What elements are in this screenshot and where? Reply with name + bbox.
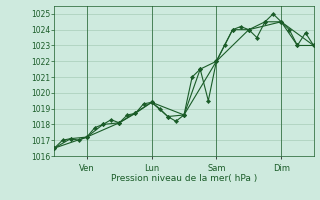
X-axis label: Pression niveau de la mer( hPa ): Pression niveau de la mer( hPa ) — [111, 174, 257, 183]
